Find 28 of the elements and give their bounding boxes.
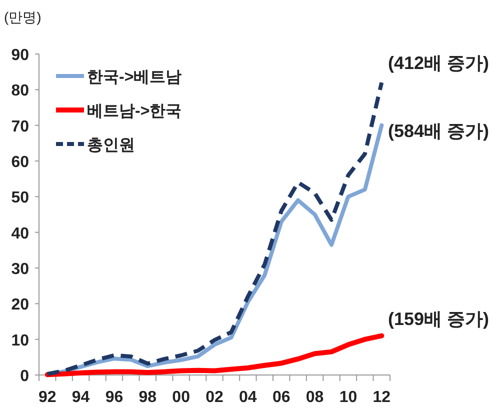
x-tick-label: 10 <box>339 389 358 406</box>
x-tick-label: 00 <box>172 389 190 406</box>
annotation: (412배 증가) <box>388 53 489 73</box>
x-tick-label: 92 <box>38 389 56 406</box>
x-tick-label: 94 <box>72 389 90 406</box>
y-tick-label: 50 <box>11 190 30 207</box>
legend-label: 한국->베트남 <box>87 69 182 86</box>
x-tick-label: 98 <box>138 389 157 406</box>
y-tick-label: 70 <box>11 118 30 136</box>
y-tick-label: 90 <box>11 47 30 64</box>
y-tick-label: 60 <box>11 154 30 171</box>
x-tick-label: 12 <box>372 389 391 406</box>
x-tick-label: 06 <box>272 389 290 406</box>
x-tick-label: 02 <box>206 389 224 406</box>
legend-label: 총인원 <box>87 137 135 154</box>
y-tick-label: 40 <box>11 225 30 242</box>
y-tick-label: 30 <box>11 261 30 278</box>
y-tick-label: 0 <box>20 368 30 385</box>
annotation: (584배 증가) <box>388 121 489 141</box>
annotation: (159배 증가) <box>388 309 489 329</box>
legend-label: 베트남->한국 <box>87 103 182 120</box>
x-tick-label: 08 <box>306 389 324 406</box>
x-tick-label: 96 <box>105 389 124 406</box>
y-tick-label: 20 <box>11 296 30 314</box>
x-tick-label: 04 <box>239 389 257 406</box>
y-tick-label: 80 <box>11 82 30 100</box>
y-tick-label: 10 <box>11 332 30 350</box>
y-axis-title: (만명) <box>4 9 42 25</box>
